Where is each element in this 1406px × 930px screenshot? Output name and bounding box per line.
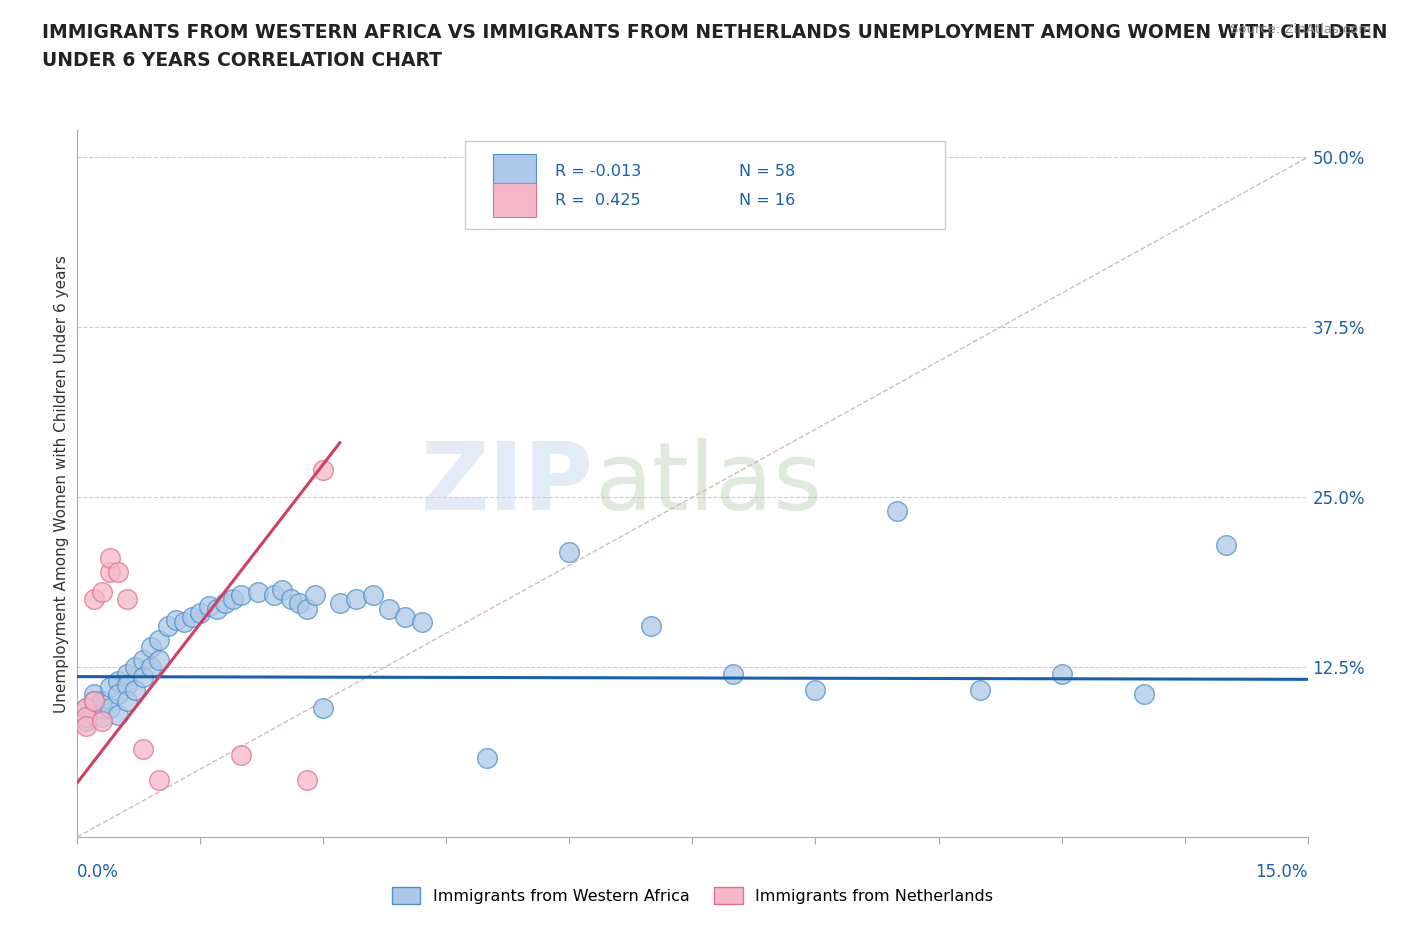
Point bbox=[214, 596, 236, 611]
Point bbox=[165, 612, 187, 627]
Point bbox=[132, 741, 155, 756]
Point bbox=[148, 773, 170, 788]
Point bbox=[231, 748, 253, 763]
Text: IMMIGRANTS FROM WESTERN AFRICA VS IMMIGRANTS FROM NETHERLANDS UNEMPLOYMENT AMONG: IMMIGRANTS FROM WESTERN AFRICA VS IMMIGR… bbox=[42, 23, 1388, 42]
Point bbox=[411, 615, 433, 630]
FancyBboxPatch shape bbox=[494, 183, 536, 217]
Text: R = -0.013: R = -0.013 bbox=[555, 164, 641, 179]
Point bbox=[394, 609, 416, 624]
Point bbox=[90, 700, 114, 715]
Point bbox=[173, 615, 195, 630]
Point bbox=[141, 639, 163, 654]
Point bbox=[115, 591, 138, 606]
Point bbox=[98, 551, 121, 565]
Point bbox=[344, 591, 367, 606]
Point bbox=[98, 680, 121, 695]
Point bbox=[90, 585, 114, 600]
Point bbox=[115, 677, 138, 692]
Point bbox=[141, 659, 163, 674]
Point bbox=[205, 601, 228, 616]
Legend: Immigrants from Western Africa, Immigrants from Netherlands: Immigrants from Western Africa, Immigran… bbox=[385, 881, 1000, 910]
Point bbox=[1132, 687, 1154, 702]
Point bbox=[156, 618, 179, 633]
Point bbox=[90, 714, 114, 729]
Point bbox=[804, 683, 827, 698]
Point bbox=[231, 588, 253, 603]
Point bbox=[361, 588, 384, 603]
Point bbox=[98, 700, 121, 715]
Point bbox=[83, 687, 105, 702]
Point bbox=[1215, 538, 1237, 552]
Point bbox=[83, 694, 105, 709]
Point bbox=[83, 591, 105, 606]
Text: Source: ZipAtlas.com: Source: ZipAtlas.com bbox=[1230, 23, 1371, 36]
Point bbox=[312, 462, 335, 477]
Point bbox=[107, 565, 129, 579]
Text: 15.0%: 15.0% bbox=[1256, 863, 1308, 881]
Point bbox=[124, 659, 146, 674]
Point bbox=[98, 565, 121, 579]
Point bbox=[115, 667, 138, 682]
Point bbox=[75, 718, 97, 733]
Point bbox=[558, 544, 581, 559]
Point bbox=[723, 667, 745, 682]
Text: UNDER 6 YEARS CORRELATION CHART: UNDER 6 YEARS CORRELATION CHART bbox=[42, 51, 441, 70]
Point bbox=[477, 751, 499, 765]
FancyBboxPatch shape bbox=[494, 154, 536, 188]
Point bbox=[124, 683, 146, 698]
Point bbox=[90, 694, 114, 709]
Point bbox=[969, 683, 991, 698]
Point bbox=[75, 714, 97, 729]
Point bbox=[75, 700, 97, 715]
Point bbox=[246, 585, 269, 600]
Point bbox=[263, 588, 285, 603]
Point bbox=[222, 591, 245, 606]
Point bbox=[280, 591, 302, 606]
Point bbox=[640, 618, 662, 633]
Point bbox=[295, 601, 318, 616]
FancyBboxPatch shape bbox=[465, 140, 945, 229]
Point bbox=[75, 710, 97, 724]
Point bbox=[197, 599, 219, 614]
Point bbox=[75, 700, 97, 715]
Point bbox=[148, 632, 170, 647]
Point bbox=[107, 673, 129, 688]
Point bbox=[304, 588, 326, 603]
Text: R =  0.425: R = 0.425 bbox=[555, 193, 640, 207]
Point bbox=[90, 710, 114, 724]
Point bbox=[115, 694, 138, 709]
Point bbox=[107, 687, 129, 702]
Point bbox=[83, 707, 105, 722]
Text: N = 16: N = 16 bbox=[740, 193, 796, 207]
Text: 0.0%: 0.0% bbox=[77, 863, 120, 881]
Point bbox=[181, 609, 204, 624]
Point bbox=[288, 596, 311, 611]
Point bbox=[271, 582, 294, 597]
Point bbox=[295, 773, 318, 788]
Point bbox=[886, 503, 908, 518]
Point bbox=[148, 653, 170, 668]
Point bbox=[188, 605, 212, 620]
Text: atlas: atlas bbox=[595, 438, 823, 529]
Point bbox=[1050, 667, 1073, 682]
Point bbox=[107, 707, 129, 722]
Point bbox=[132, 653, 155, 668]
Y-axis label: Unemployment Among Women with Children Under 6 years: Unemployment Among Women with Children U… bbox=[53, 255, 69, 712]
Point bbox=[378, 601, 401, 616]
Text: N = 58: N = 58 bbox=[740, 164, 796, 179]
Text: ZIP: ZIP bbox=[422, 438, 595, 529]
Point bbox=[312, 700, 335, 715]
Point bbox=[132, 670, 155, 684]
Point bbox=[329, 596, 352, 611]
Point bbox=[83, 694, 105, 709]
